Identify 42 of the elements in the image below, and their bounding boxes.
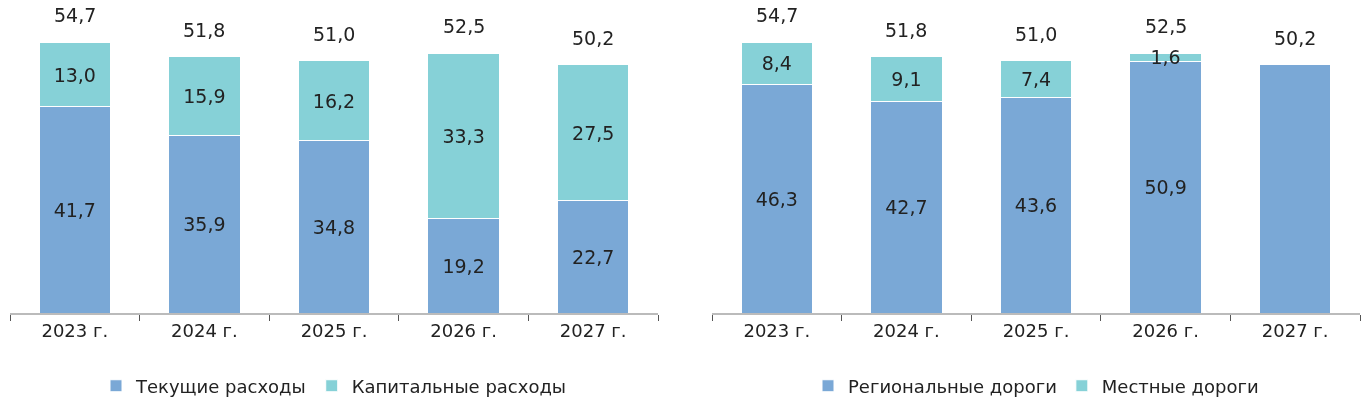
total-label: 54,7: [54, 4, 97, 26]
data-label: 33,3: [442, 124, 485, 147]
legend-label: Текущие расходы: [135, 375, 306, 397]
data-label: 35,9: [183, 213, 226, 236]
data-label: 13,0: [53, 63, 96, 86]
total-label: 51,0: [313, 23, 356, 45]
data-label: 15,9: [183, 85, 226, 108]
x-tick-label: 2023 г.: [743, 319, 811, 341]
data-label: 43,6: [1014, 194, 1058, 217]
x-tick-label: 2025 г.: [300, 319, 368, 341]
x-tick-label: 2026 г.: [430, 319, 497, 341]
x-tick-label: 2024 г.: [873, 319, 940, 341]
legend-label: Местные дороги: [1101, 375, 1259, 397]
data-label: 41,7: [53, 198, 96, 221]
total-label: 51,0: [1015, 23, 1058, 45]
data-label: 22,7: [572, 245, 615, 268]
data-label: 8,4: [761, 52, 792, 75]
data-label: 34,8: [312, 215, 356, 238]
total-label: 54,7: [756, 4, 799, 26]
data-label: 50,9: [1144, 176, 1187, 199]
x-tick-label: 2027 г.: [559, 319, 627, 341]
x-tick-label: 2024 г.: [171, 319, 238, 341]
data-label: 9,1: [891, 68, 922, 91]
total-label: 50,2: [572, 27, 615, 49]
total-label: 52,5: [1145, 15, 1188, 37]
data-label: 7,4: [1020, 68, 1052, 91]
x-tick-label: 2027 г.: [1261, 319, 1329, 341]
total-label: 51,8: [183, 19, 226, 41]
total-label: 52,5: [443, 15, 486, 37]
legend-label: Региональные дороги: [848, 375, 1057, 397]
x-tick-label: 2023 г.: [41, 319, 109, 341]
total-label: 51,8: [885, 19, 928, 41]
data-label: 19,2: [442, 254, 485, 277]
data-label: 46,3: [755, 187, 798, 210]
data-label: 42,7: [885, 196, 928, 219]
legend-label: Капитальные расходы: [351, 375, 567, 397]
data-label: 27,5: [572, 121, 615, 144]
x-tick-label: 2025 г.: [1002, 319, 1070, 341]
total-label: 50,2: [1274, 27, 1317, 49]
x-tick-label: 2026 г.: [1132, 319, 1199, 341]
bar: [1259, 64, 1332, 313]
data-label: 16,2: [312, 89, 356, 112]
